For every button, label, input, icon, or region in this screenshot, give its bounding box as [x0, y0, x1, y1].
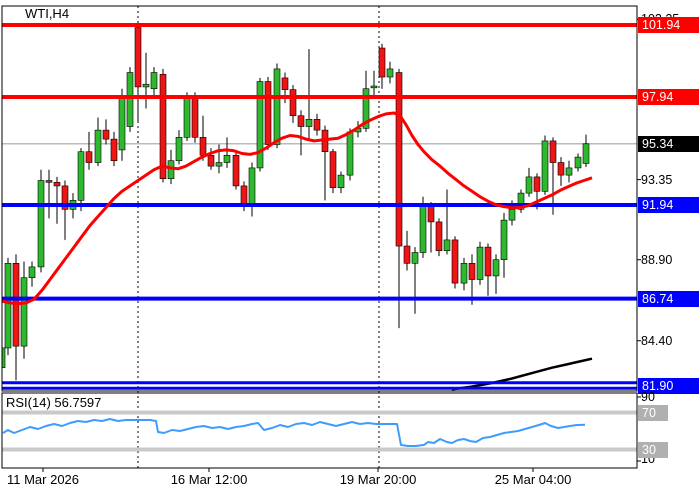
moving-average-line [2, 111, 593, 306]
main-pane-border [1, 5, 638, 392]
rsi-indicator-label: RSI(14) 56.7597 [6, 395, 102, 410]
symbol-timeframe-label: WTI,H4 [25, 6, 70, 21]
rsi-line [2, 418, 586, 447]
rsi-level-bands [2, 410, 637, 452]
trendline[interactable] [451, 357, 593, 391]
axis-ticks [42, 18, 641, 472]
rsi-pane-border [1, 392, 638, 469]
